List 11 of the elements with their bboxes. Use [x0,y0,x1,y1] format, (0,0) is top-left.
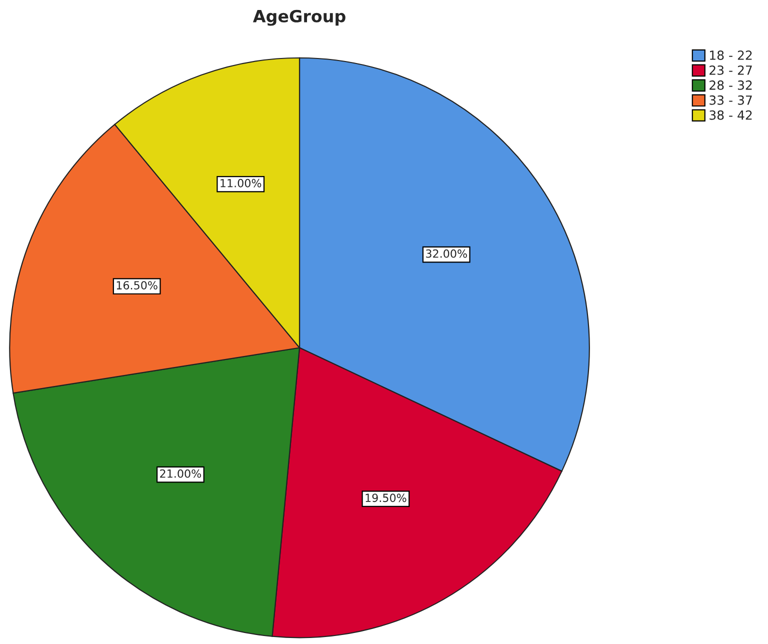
legend-label: 28 - 32 [710,80,752,90]
legend-label: 38 - 42 [710,110,752,120]
legend-label: 33 - 37 [710,95,752,105]
data-label: 11.00% [220,178,262,188]
legend-label: 23 - 27 [710,65,752,75]
data-label: 19.50% [366,494,406,502]
data-label: 21.00% [160,469,202,478]
legend-label: 18 - 22 [710,50,752,60]
data-label: 32.00% [426,249,467,258]
data-label: 16.50% [116,281,158,290]
chart-title: AgeGroup [252,10,346,26]
